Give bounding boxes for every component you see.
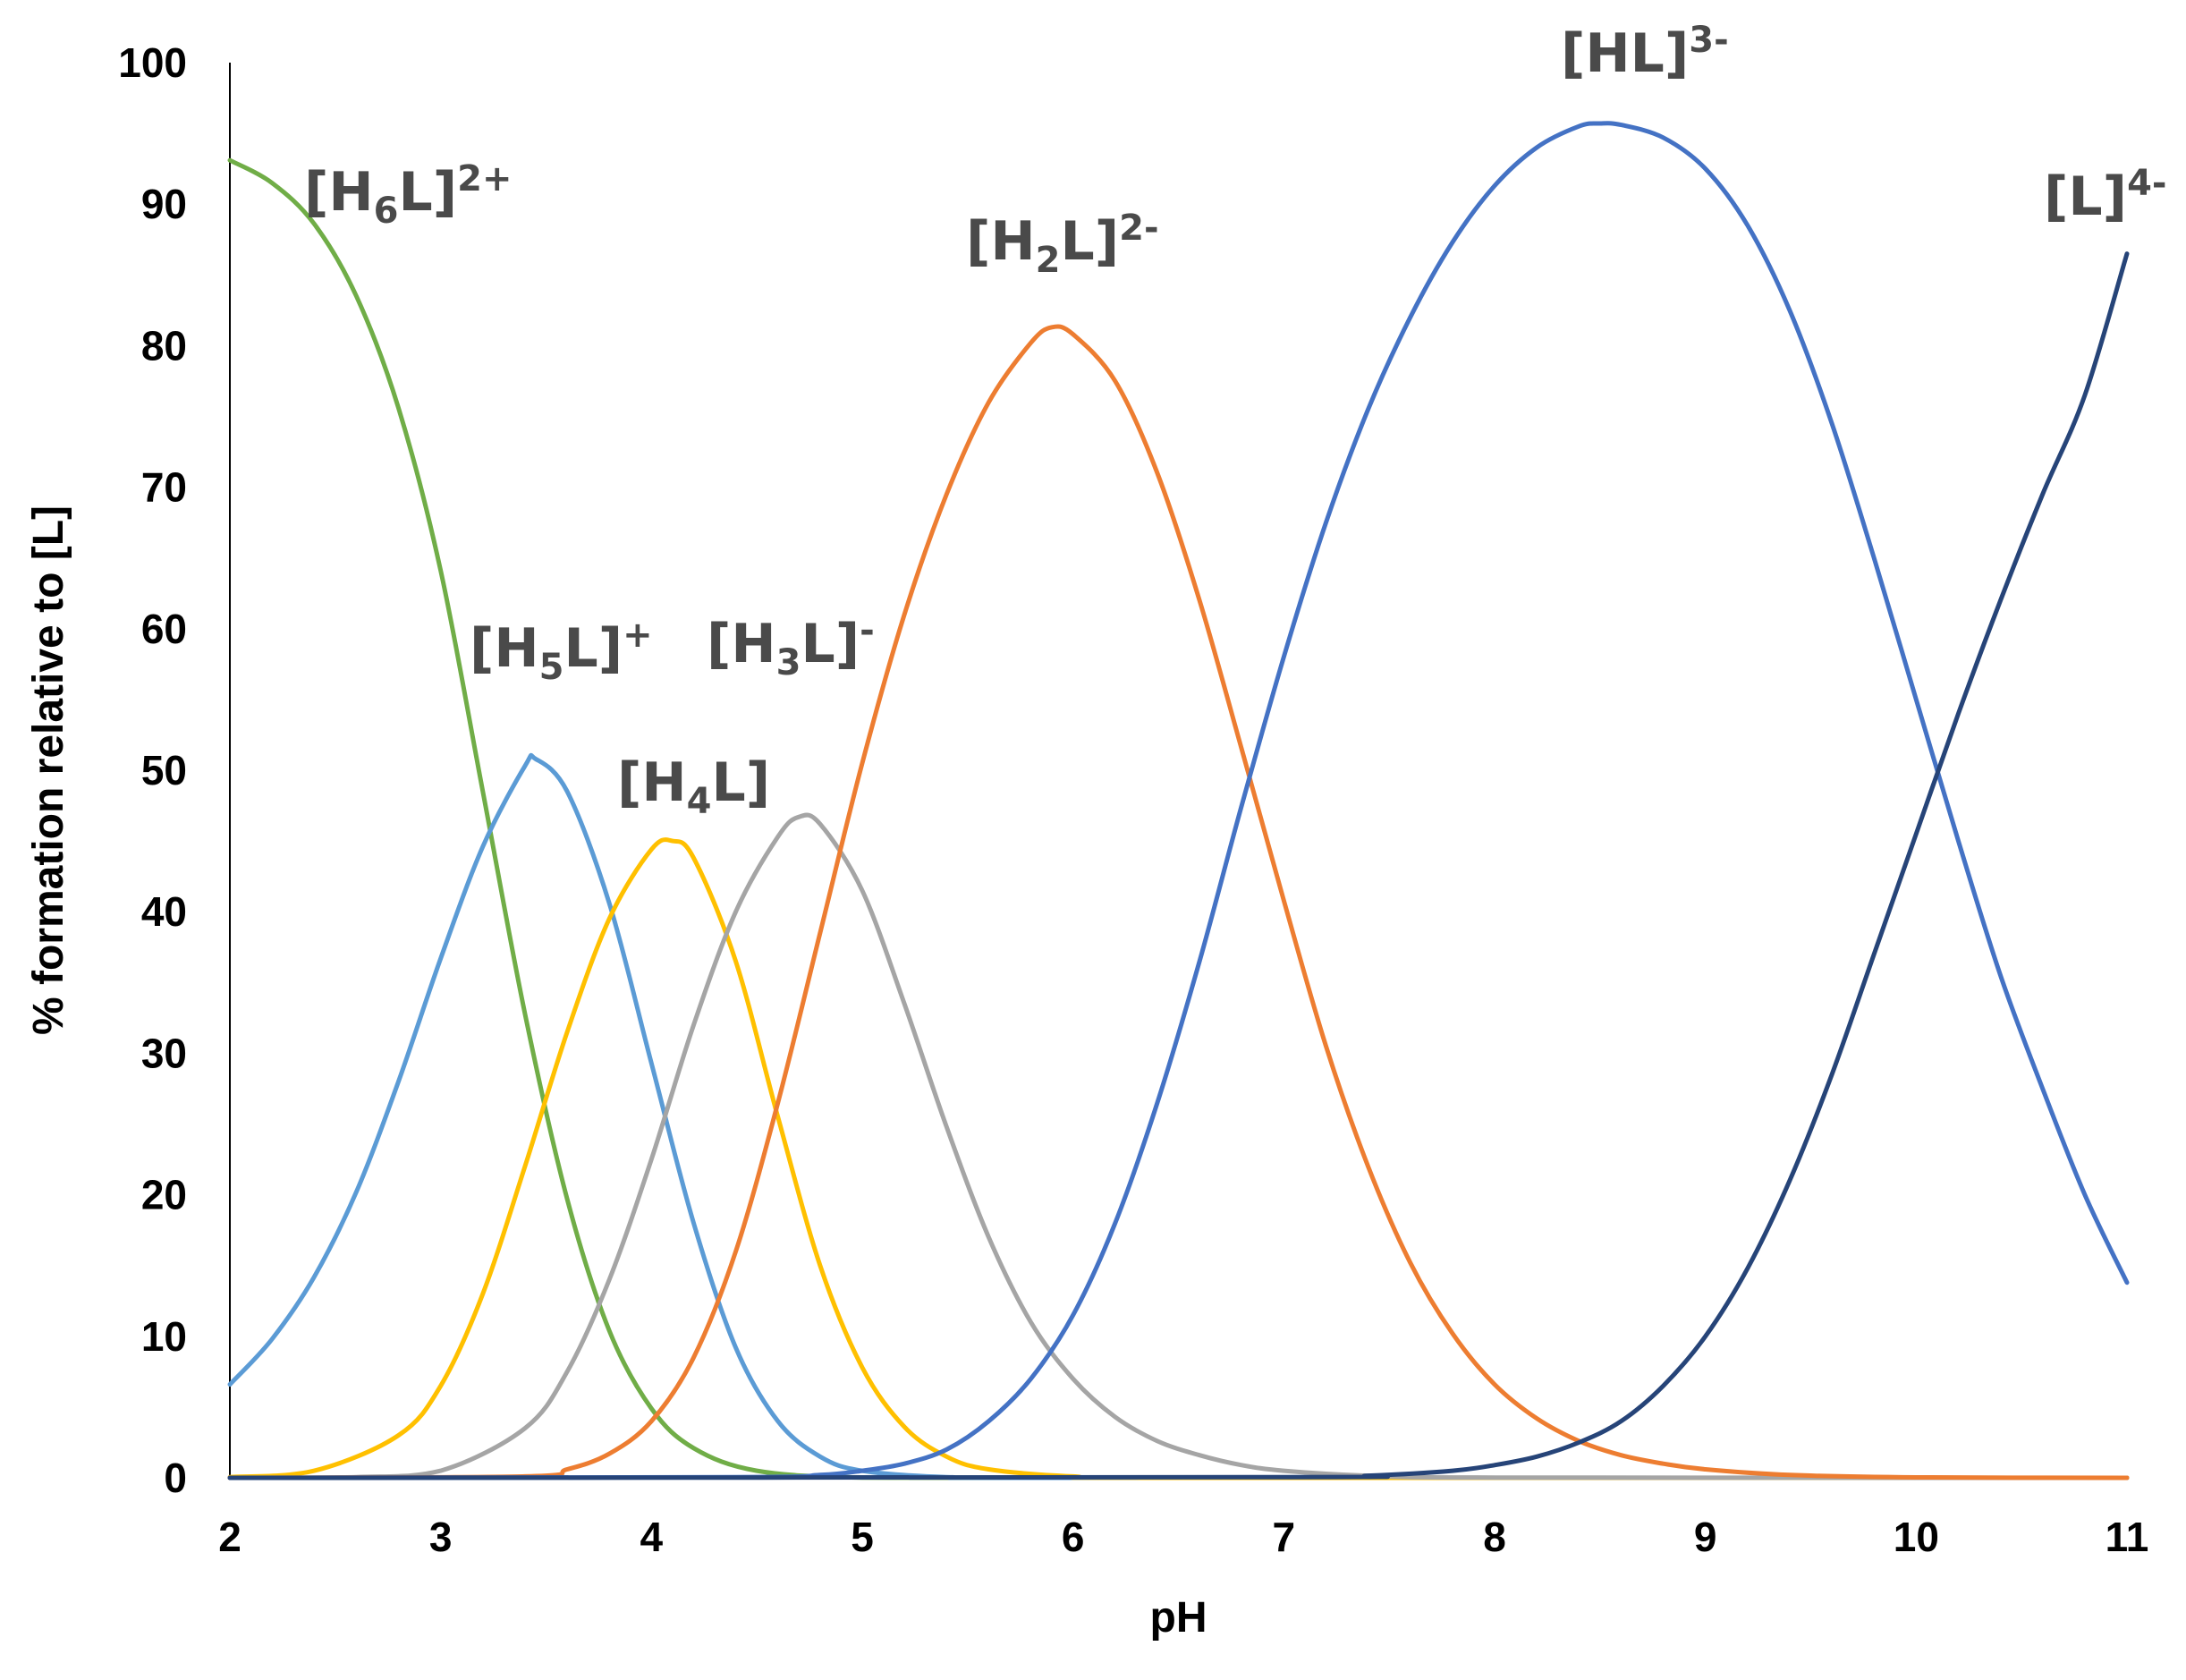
x-tick-label: 7 [1273, 1514, 1296, 1560]
x-tick-label: 2 [218, 1514, 241, 1560]
x-tick-label: 8 [1483, 1514, 1506, 1560]
y-tick-label: 0 [164, 1455, 187, 1501]
y-axis-title: % formation relative to [L] [25, 505, 72, 1035]
y-axis-ticks: 0 10 20 30 40 50 60 70 80 90 100 [118, 39, 187, 1501]
series-line [227, 121, 2130, 1481]
species-label: [H4L] [617, 751, 770, 822]
x-tick-label: 9 [1694, 1514, 1717, 1560]
series-line [227, 752, 2130, 1481]
species-label: [L]4- [2044, 163, 2167, 228]
x-tick-label: 4 [640, 1514, 664, 1560]
series-line [227, 324, 2130, 1481]
y-tick-label: 100 [118, 39, 187, 86]
x-tick-label: 3 [429, 1514, 453, 1560]
species-label: [HL]3- [1561, 20, 1729, 85]
series-line [227, 251, 2130, 1481]
x-axis-ticks: 2 3 4 5 6 7 8 9 10 11 [218, 1514, 2148, 1560]
species-labels: [H6L]2+ [H5L]+ [H4L] [H3L]- [H2L]2- [HL]3- [L]… [304, 20, 2167, 822]
x-axis-title: pH [1150, 1594, 1207, 1642]
y-tick-label: 60 [141, 606, 187, 652]
series-line [227, 157, 2130, 1481]
x-tick-label: 5 [851, 1514, 874, 1560]
series-group [227, 121, 2130, 1481]
y-tick-label: 30 [141, 1030, 187, 1076]
series-line [227, 837, 2130, 1481]
species-label: [H6L]2+ [304, 158, 513, 232]
species-label: [H3L]- [707, 610, 875, 683]
y-tick-label: 50 [141, 747, 187, 793]
series-line [227, 812, 2130, 1481]
y-tick-label: 10 [141, 1313, 187, 1360]
x-tick-label: 6 [1062, 1514, 1085, 1560]
y-tick-label: 80 [141, 322, 187, 369]
x-tick-label: 11 [2106, 1514, 2149, 1560]
species-label: [H5L]+ [470, 615, 653, 688]
y-tick-label: 90 [141, 181, 187, 227]
y-tick-label: 20 [141, 1172, 187, 1218]
species-label: [H2L]2- [966, 208, 1159, 281]
y-tick-label: 40 [141, 888, 187, 935]
x-tick-label: 10 [1894, 1514, 1939, 1560]
y-tick-label: 70 [141, 464, 187, 511]
